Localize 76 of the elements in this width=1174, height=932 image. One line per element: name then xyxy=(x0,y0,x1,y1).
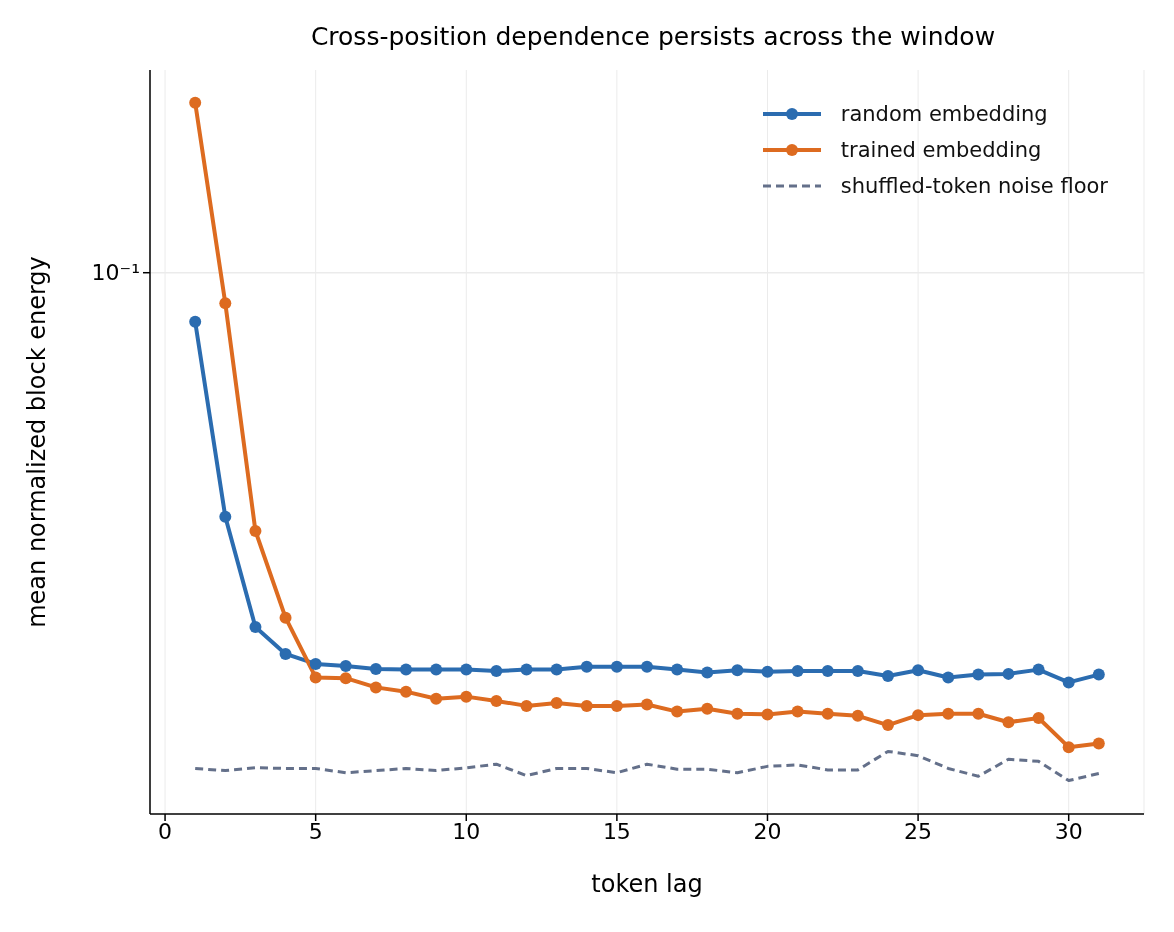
point xyxy=(400,685,413,698)
point xyxy=(641,698,653,711)
point xyxy=(912,664,925,677)
point xyxy=(1062,741,1075,754)
ref-line-label: 10⁻¹ xyxy=(91,260,140,286)
point xyxy=(249,524,262,537)
point xyxy=(490,665,503,678)
point xyxy=(942,671,955,684)
point xyxy=(671,663,684,676)
point xyxy=(460,690,473,703)
point xyxy=(430,692,443,705)
point xyxy=(550,697,563,710)
point xyxy=(369,681,382,694)
point xyxy=(791,705,804,718)
point xyxy=(1092,668,1105,681)
x-axis-title: token lag xyxy=(591,870,703,898)
point xyxy=(1062,676,1075,689)
point xyxy=(701,666,714,679)
point xyxy=(881,719,894,732)
x-tick-label: 5 xyxy=(308,818,323,844)
point xyxy=(761,665,774,678)
point xyxy=(490,694,503,707)
point xyxy=(520,699,533,712)
legend-label: trained embedding xyxy=(840,138,1042,162)
point xyxy=(1002,716,1015,729)
y-axis-title: mean normalized block energy xyxy=(22,256,51,628)
point xyxy=(369,662,382,675)
point xyxy=(972,707,985,720)
point xyxy=(219,297,232,310)
point xyxy=(851,665,864,678)
point xyxy=(279,647,292,660)
x-tick-label: 15 xyxy=(602,818,631,844)
point xyxy=(641,660,653,673)
point xyxy=(520,663,533,676)
point xyxy=(1092,737,1105,750)
point xyxy=(279,611,292,624)
chart-title: Cross-position dependence persists across the window xyxy=(309,22,997,51)
point xyxy=(580,660,593,673)
point xyxy=(219,510,232,523)
point xyxy=(671,705,684,718)
point xyxy=(610,660,623,673)
point xyxy=(851,709,864,722)
point xyxy=(189,315,202,328)
point xyxy=(731,664,744,677)
point xyxy=(309,657,322,670)
point xyxy=(339,672,352,685)
x-tick-label: 20 xyxy=(753,818,782,844)
point xyxy=(942,707,955,720)
point xyxy=(189,96,202,109)
point xyxy=(791,665,804,678)
point xyxy=(339,660,352,673)
point xyxy=(460,663,473,676)
point xyxy=(1032,663,1045,676)
point xyxy=(912,709,925,722)
point xyxy=(1032,711,1045,724)
point xyxy=(580,699,593,712)
point xyxy=(550,663,563,676)
point xyxy=(430,663,443,676)
point xyxy=(821,707,834,720)
x-tick-label: 0 xyxy=(158,818,173,844)
point xyxy=(972,668,985,681)
legend-label: random embedding xyxy=(840,102,1048,126)
point xyxy=(1002,667,1015,680)
point xyxy=(731,707,744,720)
point xyxy=(309,671,322,684)
point xyxy=(701,702,714,715)
point xyxy=(249,620,262,633)
point xyxy=(610,699,623,712)
point xyxy=(400,663,413,676)
x-tick-label: 10 xyxy=(452,818,481,844)
x-tick-label: 25 xyxy=(904,818,933,844)
point xyxy=(821,665,834,678)
x-tick-label: 30 xyxy=(1054,818,1083,844)
point xyxy=(761,708,774,721)
legend-label: shuffled-token noise floor xyxy=(840,174,1108,198)
point xyxy=(881,670,894,683)
